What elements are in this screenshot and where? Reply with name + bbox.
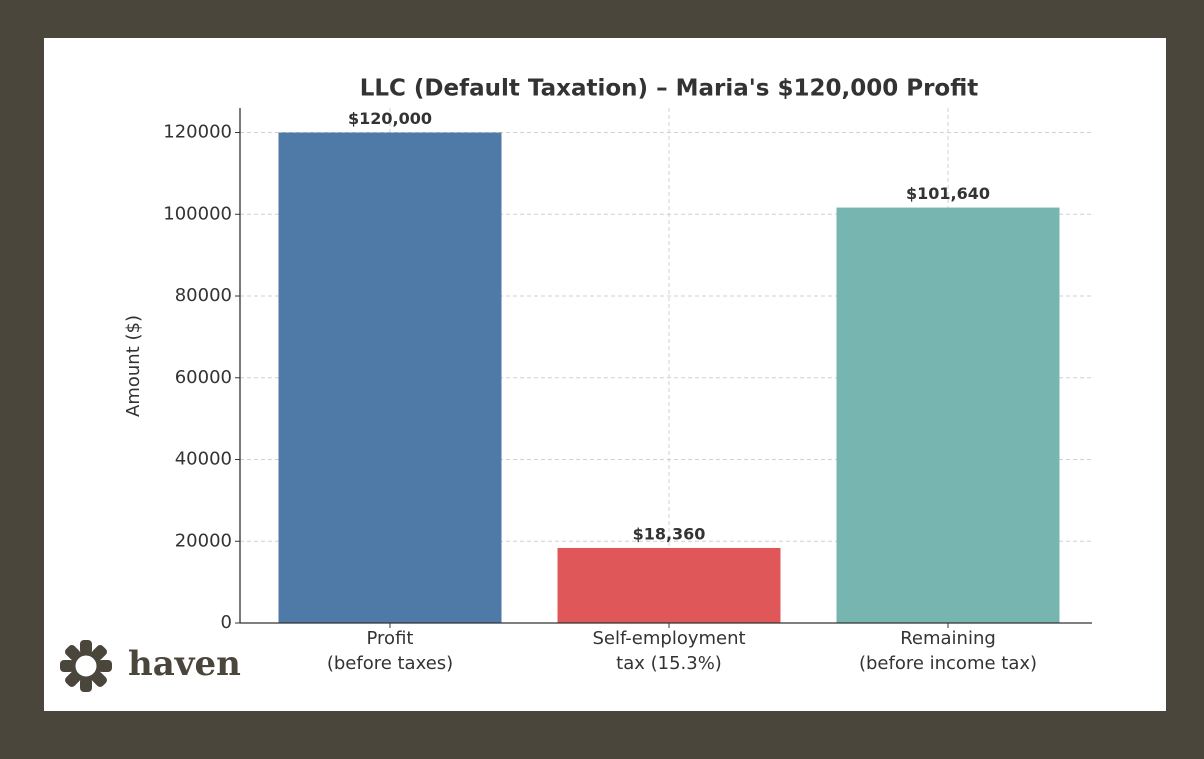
x-tick-label: Profit (before taxes) (326, 628, 454, 674)
y-tick-label: 20000 (175, 530, 232, 551)
y-tick-label: 40000 (175, 449, 232, 470)
y-tick-label: 80000 (175, 285, 232, 306)
value-label: $120,000 (348, 109, 432, 128)
x-tick-label: Self-employment tax (15.3%) (592, 628, 746, 674)
y-tick-label: 120000 (163, 122, 232, 143)
x-tick-label: Remaining (before income tax) (858, 628, 1038, 674)
bar (278, 132, 502, 623)
logo-text: haven (128, 644, 241, 684)
bar (836, 207, 1060, 624)
y-tick-label: 100000 (163, 203, 232, 224)
value-label: $18,360 (633, 524, 706, 543)
bar (557, 547, 781, 623)
logo-icon (60, 640, 112, 692)
value-label: $101,640 (906, 184, 990, 203)
chart-title: LLC (Default Taxation) – Maria's $120,00… (360, 76, 979, 102)
y-tick-label: 60000 (175, 367, 232, 388)
y-tick-label: 0 (221, 612, 232, 633)
y-axis-label: Amount ($) (123, 315, 144, 417)
